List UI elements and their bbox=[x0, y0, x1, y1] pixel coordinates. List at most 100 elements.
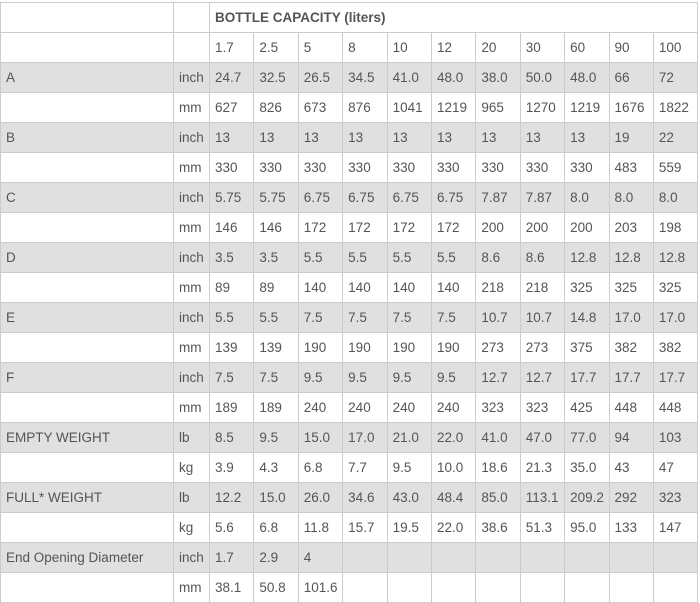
capacity-value: 12 bbox=[430, 32, 477, 63]
value-cell: 22.0 bbox=[430, 512, 477, 543]
value-cell: 1219 bbox=[564, 92, 610, 123]
value-cell bbox=[564, 572, 610, 603]
value-cell: 240 bbox=[430, 392, 477, 423]
capacity-value: 20 bbox=[475, 32, 521, 63]
value-cell: 12.7 bbox=[475, 362, 521, 393]
value-cell: 209.2 bbox=[564, 482, 610, 513]
unit-cell: mm bbox=[173, 332, 210, 363]
value-cell: 6.8 bbox=[253, 512, 299, 543]
value-cell: 5.5 bbox=[386, 242, 432, 273]
value-cell: 1676 bbox=[608, 92, 654, 123]
value-cell: 673 bbox=[297, 92, 344, 123]
value-cell: 19 bbox=[608, 122, 654, 153]
value-cell: 34.6 bbox=[342, 482, 388, 513]
value-cell: 12.2 bbox=[208, 482, 255, 513]
value-cell: 146 bbox=[253, 212, 299, 243]
value-cell: 425 bbox=[564, 392, 610, 423]
value-cell: 10.7 bbox=[475, 302, 521, 333]
value-cell: 8.0 bbox=[608, 182, 654, 213]
capacity-value: 10 bbox=[386, 32, 432, 63]
value-cell: 7.5 bbox=[297, 302, 344, 333]
title-row: BOTTLE CAPACITY (liters) bbox=[0, 2, 699, 33]
unit-cell: kg bbox=[173, 452, 210, 483]
unit-cell: mm bbox=[173, 212, 210, 243]
capacity-value: 60 bbox=[564, 32, 610, 63]
value-cell: 147 bbox=[652, 512, 699, 543]
value-cell: 38.1 bbox=[208, 572, 255, 603]
value-cell: 6.75 bbox=[342, 182, 388, 213]
unit-cell: mm bbox=[173, 92, 210, 123]
value-cell: 5.5 bbox=[253, 302, 299, 333]
value-cell: 140 bbox=[342, 272, 388, 303]
value-cell: 6.75 bbox=[297, 182, 344, 213]
value-cell: 11.8 bbox=[297, 512, 344, 543]
value-cell: 89 bbox=[253, 272, 299, 303]
value-cell: 48.0 bbox=[564, 62, 610, 93]
value-cell: 7.5 bbox=[386, 302, 432, 333]
value-cell: 198 bbox=[652, 212, 699, 243]
unit-cell: inch bbox=[173, 122, 210, 153]
value-cell: 13 bbox=[342, 122, 388, 153]
value-cell: 3.5 bbox=[253, 242, 299, 273]
row-end-opening-diameter-inch: End Opening Diameter inch 1.7 2.9 4 bbox=[0, 542, 699, 573]
row-label bbox=[0, 272, 174, 303]
value-cell: 5.6 bbox=[208, 512, 255, 543]
row-full-weight-lb: FULL* WEIGHT lb 12.2 15.0 26.0 34.6 43.0 48.4 85… bbox=[0, 482, 699, 513]
value-cell: 9.5 bbox=[253, 422, 299, 453]
value-cell bbox=[564, 542, 610, 573]
value-cell: 8.0 bbox=[652, 182, 699, 213]
value-cell: 133 bbox=[608, 512, 654, 543]
value-cell: 146 bbox=[208, 212, 255, 243]
value-cell: 382 bbox=[608, 332, 654, 363]
capacity-value: 5 bbox=[297, 32, 344, 63]
row-label: End Opening Diameter bbox=[0, 542, 174, 573]
value-cell: 200 bbox=[475, 212, 521, 243]
value-cell: 5.5 bbox=[208, 302, 255, 333]
value-cell: 273 bbox=[519, 332, 566, 363]
value-cell: 15.7 bbox=[342, 512, 388, 543]
value-cell: 9.5 bbox=[386, 362, 432, 393]
value-cell: 330 bbox=[475, 152, 521, 183]
value-cell: 12.8 bbox=[652, 242, 699, 273]
unit-cell: inch bbox=[173, 302, 210, 333]
value-cell: 325 bbox=[608, 272, 654, 303]
value-cell: 21.3 bbox=[519, 452, 566, 483]
row-label: E bbox=[0, 302, 174, 333]
value-cell: 103 bbox=[652, 422, 699, 453]
value-cell bbox=[430, 542, 477, 573]
value-cell: 273 bbox=[475, 332, 521, 363]
value-cell: 41.0 bbox=[475, 422, 521, 453]
value-cell: 32.5 bbox=[253, 62, 299, 93]
value-cell: 9.5 bbox=[386, 452, 432, 483]
value-cell: 101.6 bbox=[297, 572, 344, 603]
value-cell: 89 bbox=[208, 272, 255, 303]
unit-cell: inch bbox=[173, 362, 210, 393]
value-cell: 965 bbox=[475, 92, 521, 123]
capacity-value: 100 bbox=[652, 32, 699, 63]
value-cell: 323 bbox=[519, 392, 566, 423]
value-cell: 382 bbox=[652, 332, 699, 363]
capacity-value: 30 bbox=[519, 32, 566, 63]
row-label bbox=[0, 452, 174, 483]
value-cell: 48.0 bbox=[430, 62, 477, 93]
value-cell: 26.5 bbox=[297, 62, 344, 93]
value-cell: 35.0 bbox=[564, 452, 610, 483]
unit-cell: mm bbox=[173, 272, 210, 303]
value-cell: 8.6 bbox=[475, 242, 521, 273]
value-cell: 140 bbox=[430, 272, 477, 303]
value-cell: 330 bbox=[297, 152, 344, 183]
capacity-header-row: 1.7 2.5 5 8 10 12 20 30 60 90 100 bbox=[0, 32, 699, 63]
row-label bbox=[0, 512, 174, 543]
empty-label-cell bbox=[0, 2, 174, 33]
value-cell: 12.8 bbox=[608, 242, 654, 273]
value-cell: 72 bbox=[652, 62, 699, 93]
value-cell bbox=[430, 572, 477, 603]
value-cell: 7.87 bbox=[519, 182, 566, 213]
value-cell: 172 bbox=[342, 212, 388, 243]
value-cell: 6.75 bbox=[386, 182, 432, 213]
value-cell: 200 bbox=[564, 212, 610, 243]
row-label bbox=[0, 212, 174, 243]
value-cell: 448 bbox=[608, 392, 654, 423]
